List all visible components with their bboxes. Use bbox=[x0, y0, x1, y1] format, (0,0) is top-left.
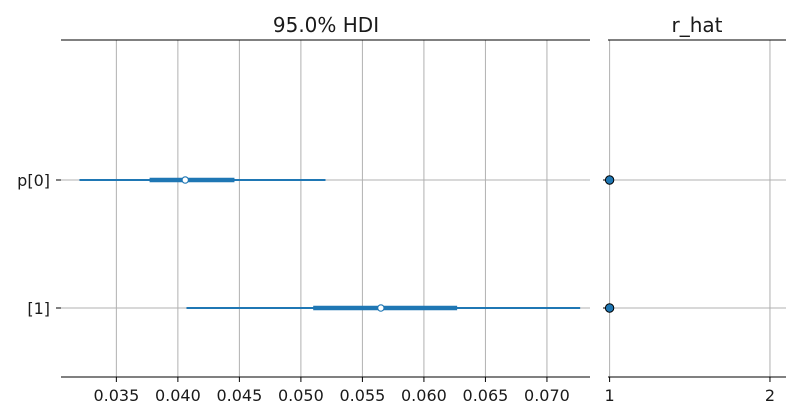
rhat-point-marker bbox=[604, 175, 615, 185]
hdi-x-tick-label: 0.055 bbox=[340, 386, 386, 405]
point-estimate-marker bbox=[377, 304, 385, 312]
hdi-panel: 95.0% HDI 0.035 0.040 0.045 0.050 0.055 0.060… bbox=[17, 13, 590, 405]
hdi-x-ticks: 0.035 0.040 0.045 0.050 0.055 0.060 0.065 0.070 bbox=[93, 377, 570, 405]
hdi-grid bbox=[61, 40, 590, 377]
point-estimate-marker bbox=[181, 176, 190, 184]
hdi-x-tick-label: 0.045 bbox=[216, 386, 262, 405]
rhat-x-tick-label: 1 bbox=[605, 386, 615, 405]
rhat-panel-title: r_hat bbox=[672, 13, 723, 37]
hdi-row-labels: p[0] [1] bbox=[17, 171, 61, 318]
hdi-row-label: p[0] bbox=[17, 171, 50, 190]
hdi-x-tick-label: 0.065 bbox=[463, 386, 509, 405]
rhat-grid bbox=[608, 40, 786, 377]
hdi-x-tick-label: 0.060 bbox=[401, 386, 447, 405]
rhat-point-marker bbox=[604, 303, 615, 313]
hdi-panel-title: 95.0% HDI bbox=[273, 13, 379, 37]
hdi-marks bbox=[79, 176, 581, 312]
hdi-x-tick-label: 0.035 bbox=[93, 386, 139, 405]
hdi-x-tick-label: 0.070 bbox=[524, 386, 570, 405]
hdi-x-tick-label: 0.040 bbox=[155, 386, 201, 405]
rhat-x-tick-label: 2 bbox=[765, 386, 775, 405]
hdi-row-label: [1] bbox=[27, 299, 50, 318]
hdi-x-tick-label: 0.050 bbox=[278, 386, 324, 405]
rhat-marks bbox=[604, 175, 615, 313]
